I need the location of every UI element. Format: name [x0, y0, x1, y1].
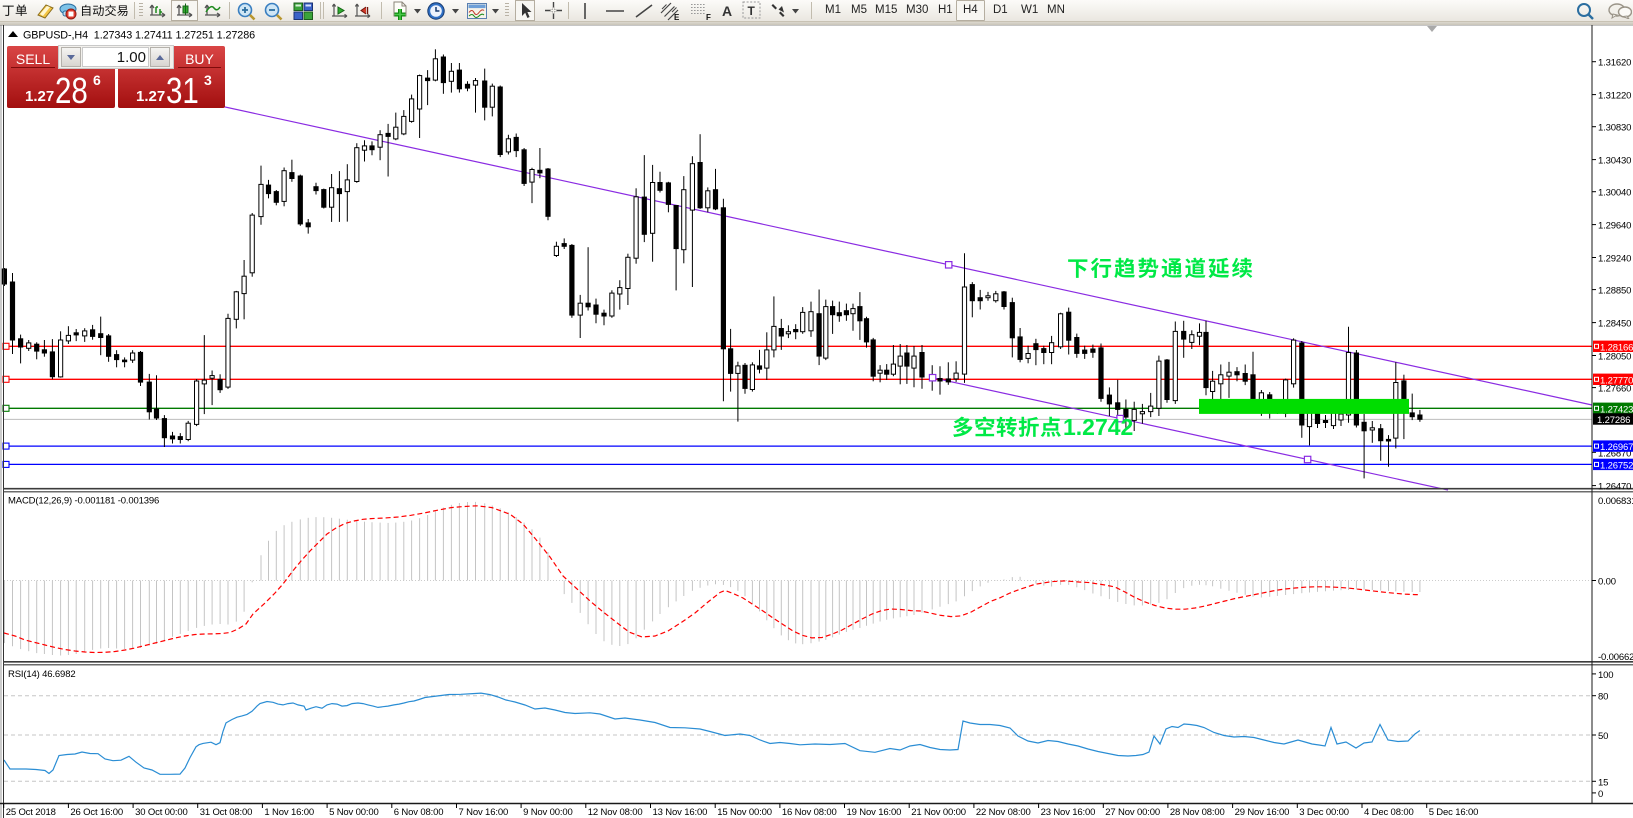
svg-text:1.30430: 1.30430 — [1598, 156, 1631, 167]
svg-text:27 Nov 00:00: 27 Nov 00:00 — [1105, 807, 1160, 818]
svg-text:1.31620: 1.31620 — [1598, 58, 1631, 69]
svg-text:28 Nov 08:00: 28 Nov 08:00 — [1170, 807, 1225, 818]
svg-text:21 Nov 00:00: 21 Nov 00:00 — [911, 807, 966, 818]
svg-text:1.29240: 1.29240 — [1598, 254, 1631, 265]
svg-text:1.30040: 1.30040 — [1598, 188, 1631, 199]
svg-text:9 Nov 00:00: 9 Nov 00:00 — [523, 807, 573, 818]
svg-text:1.29640: 1.29640 — [1598, 221, 1631, 232]
svg-text:1 Nov 16:00: 1 Nov 16:00 — [264, 807, 314, 818]
svg-text:5 Nov 00:00: 5 Nov 00:00 — [329, 807, 379, 818]
svg-text:7 Nov 16:00: 7 Nov 16:00 — [459, 807, 509, 818]
svg-text:1.27423: 1.27423 — [1600, 404, 1633, 415]
svg-text:0.00: 0.00 — [1598, 577, 1616, 588]
svg-text:1.28166: 1.28166 — [1600, 342, 1633, 353]
svg-text:31 Oct 08:00: 31 Oct 08:00 — [200, 807, 253, 818]
svg-text:3 Dec 00:00: 3 Dec 00:00 — [1299, 807, 1349, 818]
svg-text:-0.006624: -0.006624 — [1598, 652, 1633, 663]
svg-text:1.31220: 1.31220 — [1598, 91, 1631, 102]
svg-text:T: T — [748, 4, 756, 18]
svg-text:MACD(12,26,9) -0.001181 -0.001: MACD(12,26,9) -0.001181 -0.001396 — [8, 496, 159, 507]
svg-text:29 Nov 16:00: 29 Nov 16:00 — [1235, 807, 1290, 818]
svg-text:0.006831: 0.006831 — [1598, 496, 1633, 507]
svg-text:13 Nov 16:00: 13 Nov 16:00 — [653, 807, 708, 818]
svg-text:22 Nov 08:00: 22 Nov 08:00 — [976, 807, 1031, 818]
svg-text:26 Oct 16:00: 26 Oct 16:00 — [70, 807, 123, 818]
svg-text:RSI(14) 46.6982: RSI(14) 46.6982 — [8, 669, 75, 680]
svg-text:1.28050: 1.28050 — [1598, 352, 1631, 363]
svg-text:1.26870: 1.26870 — [1598, 448, 1631, 459]
svg-text:1.27660: 1.27660 — [1598, 384, 1631, 395]
svg-text:GBPUSD-,H4 1.27343 1.27411 1.: GBPUSD-,H4 1.27343 1.27411 1.27251 1.272… — [23, 30, 255, 42]
svg-text:1.30830: 1.30830 — [1598, 123, 1631, 134]
svg-text:F: F — [706, 13, 711, 21]
svg-text:12 Nov 08:00: 12 Nov 08:00 — [588, 807, 643, 818]
svg-text:1.28450: 1.28450 — [1598, 319, 1631, 330]
svg-text:1.26470: 1.26470 — [1598, 482, 1631, 493]
svg-text:1.26752: 1.26752 — [1600, 460, 1633, 471]
svg-text:19 Nov 16:00: 19 Nov 16:00 — [847, 807, 902, 818]
svg-text:5 Dec 16:00: 5 Dec 16:00 — [1429, 807, 1479, 818]
svg-text:25 Oct 2018: 25 Oct 2018 — [6, 807, 56, 818]
svg-text:1.26967: 1.26967 — [1600, 442, 1633, 453]
svg-text:E: E — [674, 13, 680, 21]
svg-text:100: 100 — [1598, 670, 1613, 681]
svg-text:15: 15 — [1598, 777, 1608, 788]
svg-text:1.28850: 1.28850 — [1598, 286, 1631, 297]
svg-text:30 Oct 00:00: 30 Oct 00:00 — [135, 807, 188, 818]
svg-text:16 Nov 08:00: 16 Nov 08:00 — [782, 807, 837, 818]
svg-text:6 Nov 08:00: 6 Nov 08:00 — [394, 807, 444, 818]
svg-text:23 Nov 16:00: 23 Nov 16:00 — [1041, 807, 1096, 818]
svg-text:1.27286: 1.27286 — [1597, 415, 1630, 426]
svg-text:80: 80 — [1598, 692, 1608, 703]
svg-text:50: 50 — [1598, 731, 1608, 742]
svg-text:0: 0 — [1598, 789, 1603, 800]
svg-text:1.2742: 1.2742 — [1063, 414, 1133, 440]
svg-text:4 Dec 08:00: 4 Dec 08:00 — [1364, 807, 1414, 818]
svg-text:1.27770: 1.27770 — [1600, 375, 1633, 386]
svg-text:15 Nov 00:00: 15 Nov 00:00 — [717, 807, 772, 818]
